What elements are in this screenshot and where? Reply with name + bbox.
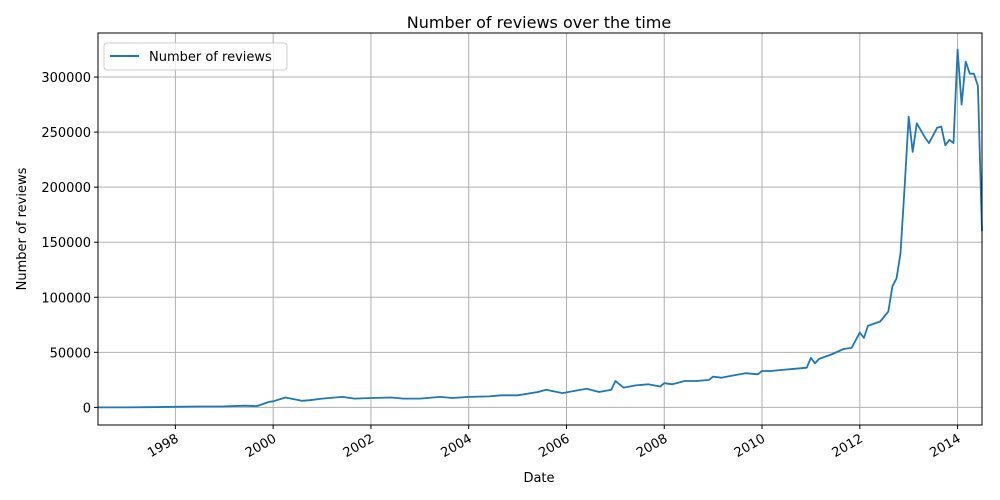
y-tick-label: 0 [83, 401, 91, 416]
y-tick-label: 300000 [41, 71, 91, 86]
legend-box [103, 42, 288, 71]
legend-label: Number of reviews [149, 50, 272, 65]
y-tick-label: 100000 [41, 291, 91, 306]
plot-frame [97, 32, 983, 426]
y-tick-label: 250000 [41, 126, 91, 141]
x-axis: 1998 2000 2002 2004 2006 2008 2010 2012 2014 [145, 425, 964, 461]
x-tick-label: 2014 [927, 431, 963, 461]
x-axis-label: Date [523, 471, 554, 486]
x-tick-label: 1998 [145, 431, 181, 461]
series-line [98, 48, 983, 409]
x-tick-label: 2008 [634, 431, 670, 461]
y-tick-label: 50000 [50, 346, 91, 361]
grid-lines [98, 33, 982, 425]
x-tick-label: 2012 [830, 431, 866, 461]
y-tick-label: 200000 [41, 181, 91, 196]
x-tick-label: 2002 [341, 431, 377, 461]
x-tick-label: 2010 [732, 431, 768, 461]
x-tick-label: 2004 [439, 431, 475, 461]
chart-title: Number of reviews over the time [407, 13, 671, 32]
x-tick-label: 2006 [536, 431, 572, 461]
x-tick-label: 2000 [243, 431, 279, 461]
y-axis-label: Number of reviews [15, 167, 30, 290]
series-layer [98, 48, 983, 409]
y-tick-label: 150000 [41, 236, 91, 251]
legend: Number of reviews [103, 42, 288, 71]
y-axis: 0 50000 100000 150000 200000 250000 300000 [41, 71, 98, 416]
